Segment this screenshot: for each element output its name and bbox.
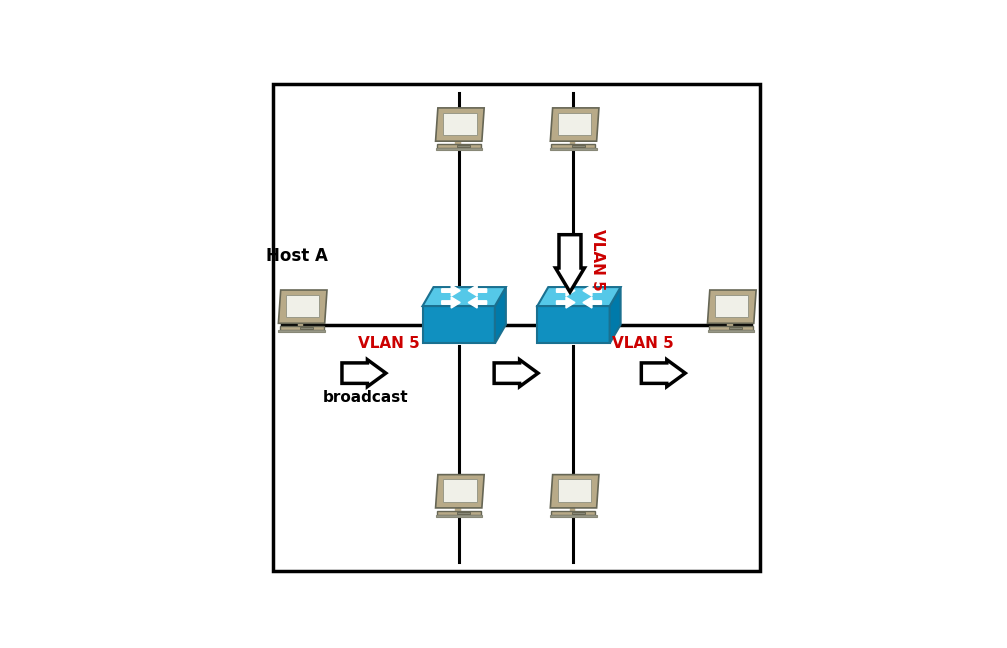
Bar <box>437 144 480 148</box>
Polygon shape <box>727 323 731 326</box>
Polygon shape <box>423 306 494 343</box>
FancyArrow shape <box>557 297 575 308</box>
Bar <box>443 480 476 502</box>
Polygon shape <box>436 108 484 141</box>
Polygon shape <box>436 474 484 508</box>
Bar <box>279 330 324 332</box>
Polygon shape <box>423 287 506 306</box>
Bar <box>729 327 742 329</box>
Polygon shape <box>550 108 599 141</box>
Bar <box>558 113 591 135</box>
Bar <box>551 515 596 516</box>
Polygon shape <box>342 360 386 387</box>
Polygon shape <box>556 235 584 292</box>
Polygon shape <box>278 290 327 323</box>
Bar <box>708 330 753 332</box>
Bar <box>443 113 476 135</box>
Polygon shape <box>708 290 756 323</box>
Bar <box>457 145 470 147</box>
Bar <box>551 148 596 150</box>
Polygon shape <box>455 508 459 511</box>
Polygon shape <box>298 323 302 326</box>
Bar <box>300 327 313 329</box>
Polygon shape <box>455 141 459 144</box>
Polygon shape <box>570 508 574 511</box>
Polygon shape <box>494 360 538 387</box>
Polygon shape <box>641 360 685 387</box>
FancyArrow shape <box>442 285 460 296</box>
Bar <box>457 512 470 514</box>
FancyArrow shape <box>468 297 486 308</box>
FancyArrow shape <box>557 285 575 296</box>
Text: VLAN 5: VLAN 5 <box>590 229 605 291</box>
Bar <box>437 511 480 515</box>
Polygon shape <box>550 474 599 508</box>
FancyArrow shape <box>583 297 601 308</box>
Bar <box>709 326 752 330</box>
Bar <box>552 511 595 515</box>
Bar <box>286 295 319 318</box>
Text: broadcast: broadcast <box>322 389 408 404</box>
Bar <box>572 145 585 147</box>
Bar <box>572 512 585 514</box>
Bar <box>436 148 481 150</box>
FancyArrow shape <box>468 285 486 296</box>
Bar <box>558 480 591 502</box>
FancyArrow shape <box>583 285 601 296</box>
Bar <box>280 326 323 330</box>
Polygon shape <box>494 287 506 343</box>
Polygon shape <box>538 306 609 343</box>
Polygon shape <box>609 287 620 343</box>
Bar <box>552 144 595 148</box>
Text: VLAN 5: VLAN 5 <box>612 336 675 351</box>
Bar <box>715 295 748 318</box>
FancyArrow shape <box>442 297 460 308</box>
Polygon shape <box>570 141 574 144</box>
Bar <box>436 515 481 516</box>
Polygon shape <box>538 287 620 306</box>
Text: VLAN 5: VLAN 5 <box>357 336 420 351</box>
Text: Host A: Host A <box>266 247 327 265</box>
